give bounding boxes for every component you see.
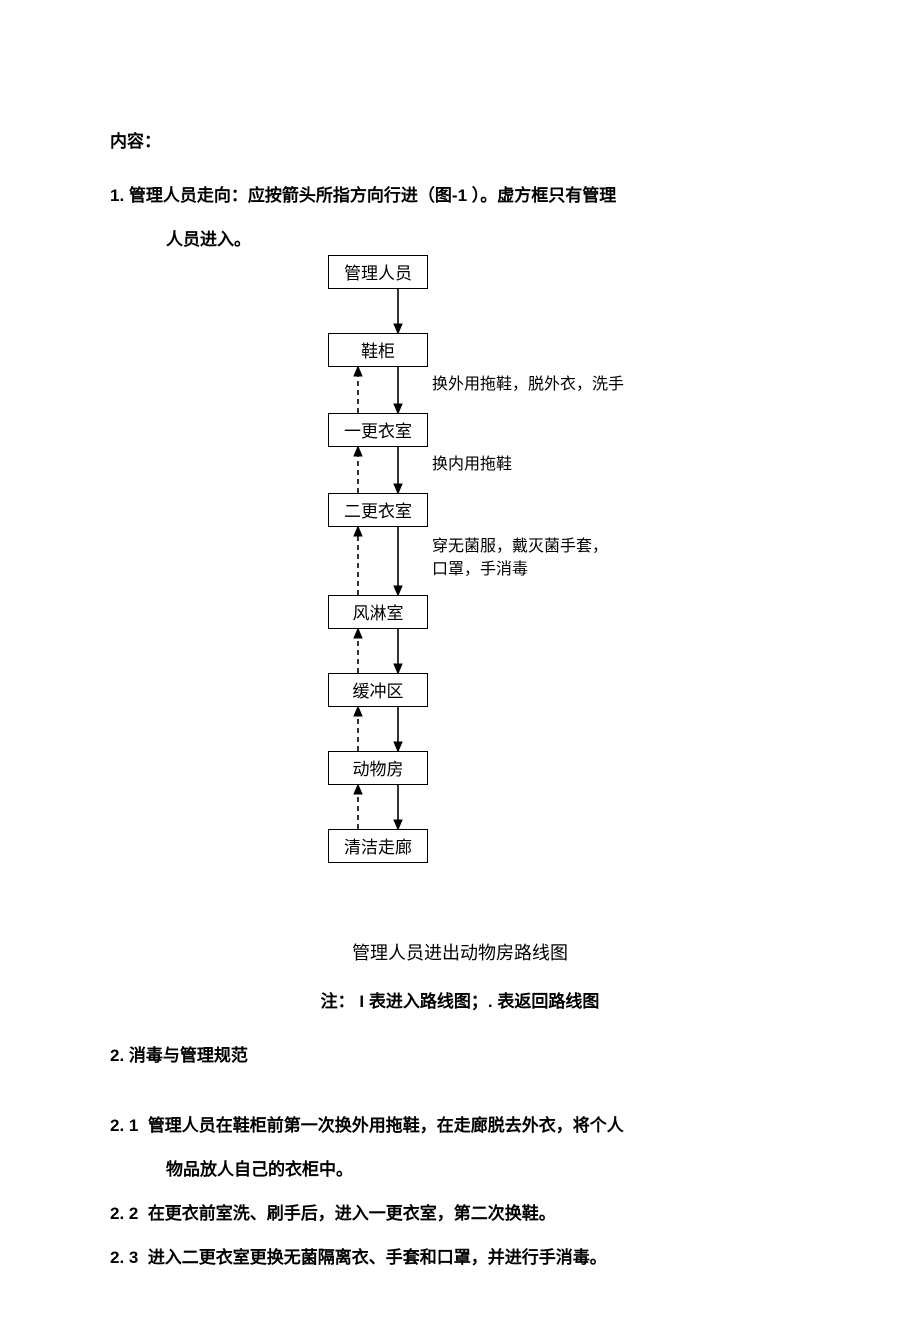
section-1-number: 1. — [110, 186, 124, 205]
section-2-title: 2. 消毒与管理规范 — [110, 1034, 810, 1078]
section-1-line1: 1. 管理人员走向：应按箭头所指方向行进（图-1 ）。虚方框只有管理 — [110, 174, 810, 218]
note-body: 表进入路线图；. 表返回路线图 — [369, 992, 599, 1011]
section-2-3: 2. 3 进入二更衣室更换无菌隔离衣、手套和口罩，并进行手消毒。 — [110, 1236, 810, 1280]
flowchart-caption: 管理人员进出动物房路线图 — [110, 939, 810, 965]
flowchart-container: 管理人员鞋柜一更衣室二更衣室风淋室缓冲区动物房清洁走廊 换外用拖鞋，脱外衣，洗手换… — [110, 255, 810, 935]
note-symbol: I — [359, 992, 364, 1011]
section-2-1-text1: 管理人员在鞋柜前第一次换外用拖鞋，在走廊脱去外衣，将个人 — [148, 1116, 624, 1135]
flow-node-n7: 清洁走廊 — [328, 829, 428, 863]
flow-node-n3: 二更衣室 — [328, 493, 428, 527]
flow-node-n6: 动物房 — [328, 751, 428, 785]
flow-node-n1: 鞋柜 — [328, 333, 428, 367]
document-page: 内容： 1. 管理人员走向：应按箭头所指方向行进（图-1 ）。虚方框只有管理 人… — [0, 0, 920, 1341]
flowchart-note: 注： I 表进入路线图；. 表返回路线图 — [110, 987, 810, 1012]
flow-side-label-1: 换内用拖鞋 — [432, 453, 512, 476]
flow-node-n4: 风淋室 — [328, 595, 428, 629]
flow-node-n0: 管理人员 — [328, 255, 428, 289]
section-2-1-line2: 物品放人自己的衣柜中。 — [110, 1148, 810, 1192]
section-2-2: 2. 2 在更衣前室洗、刷手后，进入一更衣室，第二次换鞋。 — [110, 1192, 810, 1236]
section-1-text1: 管理人员走向：应按箭头所指方向行进（图-1 ）。虚方框只有管理 — [129, 186, 616, 205]
flow-side-label-0: 换外用拖鞋，脱外衣，洗手 — [432, 373, 624, 396]
section-2-2-number: 2. 2 — [110, 1204, 138, 1223]
section-2-title-text: 消毒与管理规范 — [129, 1046, 248, 1065]
section-2-1-line1: 2. 1 管理人员在鞋柜前第一次换外用拖鞋，在走廊脱去外衣，将个人 — [110, 1104, 810, 1148]
flow-node-n5: 缓冲区 — [328, 673, 428, 707]
note-prefix: 注： — [321, 992, 355, 1011]
section-2-1-number: 2. 1 — [110, 1116, 138, 1135]
content-heading: 内容： — [110, 120, 810, 164]
flowchart-arrows — [110, 255, 810, 935]
flow-node-n2: 一更衣室 — [328, 413, 428, 447]
section-2-3-text: 进入二更衣室更换无菌隔离衣、手套和口罩，并进行手消毒。 — [148, 1248, 607, 1267]
section-2-2-text: 在更衣前室洗、刷手后，进入一更衣室，第二次换鞋。 — [148, 1204, 556, 1223]
flow-side-label-2: 穿无菌服，戴灭菌手套，口罩，手消毒 — [432, 535, 608, 581]
section-2-number: 2. — [110, 1046, 124, 1065]
section-2-3-number: 2. 3 — [110, 1248, 138, 1267]
